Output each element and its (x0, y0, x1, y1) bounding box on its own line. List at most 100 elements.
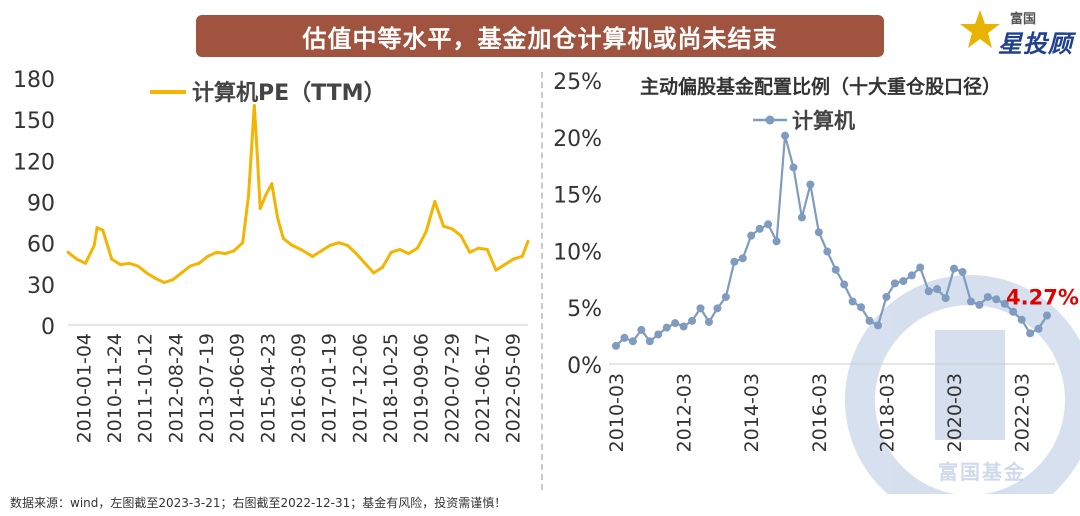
pe-data-point (276, 216, 280, 220)
pe-data-point (345, 243, 349, 247)
pe-data-point (180, 271, 184, 275)
alloc-data-point (679, 322, 688, 331)
banner-title: 估值中等水平，基金加仓计算机或尚未结束 (302, 24, 778, 53)
alloc-data-point (848, 297, 857, 306)
x-tick-label: 2018-10-25 (380, 333, 402, 443)
alloc-data-point (907, 271, 916, 280)
pe-data-point (270, 182, 274, 186)
alloc-data-point (1034, 324, 1043, 333)
pe-data-point (372, 271, 376, 275)
pe-data-point (494, 268, 498, 272)
y-tick-label: 20% (553, 127, 602, 152)
alloc-data-point (772, 237, 781, 246)
pe-series-line (67, 103, 530, 284)
pe-data-point (450, 227, 454, 231)
pe-data-point (477, 246, 481, 250)
legend-label-alloc: 计算机 (792, 109, 855, 133)
alloc-data-point (857, 303, 866, 312)
pe-data-point (136, 264, 140, 268)
alloc-data-point (1043, 311, 1051, 320)
x-tick-label: 2010-01-04 (73, 333, 95, 443)
pe-data-point (110, 257, 114, 261)
alloc-data-point (789, 163, 798, 172)
alloc-data-point (1009, 307, 1018, 316)
alloc-data-point (831, 265, 840, 274)
pe-data-point (398, 248, 402, 252)
pe-data-point (424, 230, 428, 234)
brand-top-text: 富国 (1010, 12, 1037, 27)
watermark-logo (845, 275, 1080, 494)
y-tick-label: 25% (553, 70, 602, 95)
alloc-data-point (628, 337, 637, 346)
brand-logo: 富国 星投顾 (958, 4, 1076, 62)
pe-data-point (162, 280, 166, 284)
brand-main-text: 星投顾 (998, 30, 1073, 58)
pe-data-point (255, 151, 259, 155)
alloc-data-point (721, 292, 730, 301)
pe-data-point (252, 103, 256, 107)
pe-data-point (188, 264, 192, 268)
x-tick-label: 2018-03 (876, 373, 898, 452)
alloc-data-point (992, 295, 1001, 304)
x-tick-label: 2016-03 (809, 373, 831, 452)
pe-data-point (241, 241, 245, 245)
alloc-data-point (933, 285, 942, 294)
pe-data-point (520, 254, 524, 258)
alloc-data-point (797, 213, 806, 222)
alloc-data-point (814, 228, 823, 237)
alloc-data-point (950, 264, 959, 273)
y-tick-label: 15% (553, 184, 602, 209)
alloc-data-point (966, 297, 975, 306)
x-tick-label: 2012-08-24 (165, 333, 187, 443)
x-tick-label: 2013-07-19 (196, 333, 218, 443)
alloc-data-point (781, 131, 790, 140)
alloc-data-point (958, 267, 967, 276)
pe-data-point (389, 250, 393, 254)
pe-data-point (171, 278, 175, 282)
pe-data-point (511, 257, 515, 261)
pe-data-point (468, 250, 472, 254)
alloc-data-point (654, 330, 663, 339)
pe-data-point (442, 224, 446, 228)
x-tick-label: 2014-06-09 (227, 333, 249, 443)
watermark-text: 富国基金 (938, 460, 1026, 484)
pe-data-point (83, 261, 87, 265)
alloc-data-point (916, 263, 925, 272)
pe-data-point (247, 194, 251, 198)
pe-data-point (319, 249, 323, 253)
pe-data-point (281, 237, 285, 241)
alloc-data-point (924, 287, 933, 296)
y-tick-label: 90 (27, 192, 55, 217)
pe-data-point (526, 239, 530, 243)
y-tick-label: 0% (567, 354, 602, 379)
alloc-data-point (688, 316, 697, 325)
pe-data-point (363, 261, 367, 265)
x-tick-label: 2017-01-19 (319, 333, 341, 443)
alloc-data-point (713, 304, 722, 313)
x-tick-label: 2019-09-06 (411, 333, 433, 443)
y-tick-label: 150 (13, 109, 55, 134)
chart-divider (541, 72, 543, 490)
pe-data-point (101, 228, 105, 232)
x-tick-label: 2014-03 (741, 373, 763, 452)
x-tick-label: 2022-05-09 (503, 333, 525, 443)
alloc-data-point (755, 224, 764, 233)
pe-data-point (415, 246, 419, 250)
alloc-data-point (865, 316, 874, 325)
y-tick-label: 10% (553, 240, 602, 265)
x-tick-label: 2011-10-12 (135, 333, 157, 443)
alloc-data-point (704, 317, 713, 326)
alloc-data-point (747, 231, 756, 240)
alloc-data-point (983, 292, 992, 301)
pe-data-point (311, 254, 315, 258)
x-tick-label: 2020-07-29 (441, 333, 463, 443)
alloc-data-point (1000, 299, 1009, 308)
alloc-data-point (840, 280, 849, 289)
alloc-data-point (941, 294, 950, 303)
pe-data-point (206, 254, 210, 258)
pe-data-point (197, 261, 201, 265)
alloc-data-point (612, 341, 620, 350)
x-tick-label: 2020-03 (944, 373, 966, 452)
pe-data-point (407, 252, 411, 256)
pe-data-point (503, 263, 507, 267)
